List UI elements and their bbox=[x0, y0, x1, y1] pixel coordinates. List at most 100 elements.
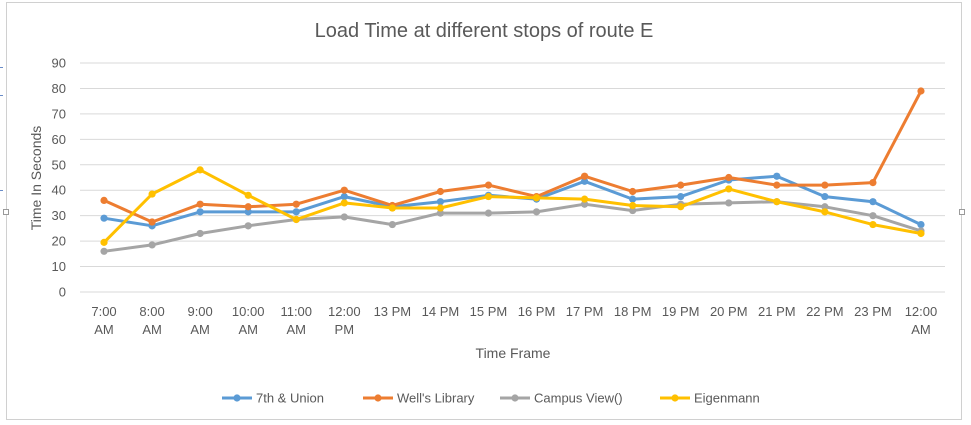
data-point[interactable] bbox=[917, 229, 925, 238]
data-point[interactable] bbox=[292, 200, 300, 208]
legend-item[interactable]: 7th & Union bbox=[222, 391, 324, 406]
data-point[interactable] bbox=[196, 166, 204, 174]
data-point[interactable] bbox=[869, 212, 877, 220]
sheet-edge-mark bbox=[0, 190, 3, 191]
x-tick-label: 13 PM bbox=[374, 304, 412, 319]
data-point[interactable] bbox=[677, 192, 685, 201]
data-point[interactable] bbox=[292, 215, 300, 224]
data-point[interactable] bbox=[244, 191, 252, 199]
data-point[interactable] bbox=[196, 229, 204, 238]
x-tick-label: 7:00 AM bbox=[91, 304, 116, 337]
data-point[interactable] bbox=[532, 194, 541, 202]
data-point[interactable] bbox=[436, 187, 445, 196]
x-tick-label: 23 PM bbox=[854, 304, 892, 319]
x-tick-label: 19 PM bbox=[662, 304, 700, 319]
legend-item[interactable]: Campus View() bbox=[500, 391, 623, 406]
data-point[interactable] bbox=[148, 218, 156, 226]
x-tick-label: 14 PM bbox=[422, 304, 460, 319]
x-axis-title: Time Frame bbox=[476, 345, 551, 361]
series-line bbox=[102, 168, 923, 244]
x-tick-label: 12:00 AM bbox=[905, 304, 938, 337]
data-point[interactable] bbox=[196, 208, 204, 216]
data-point[interactable] bbox=[340, 199, 348, 207]
chart-title: Load Time at different stops of route E bbox=[315, 20, 654, 42]
data-point[interactable] bbox=[484, 192, 493, 201]
data-point[interactable] bbox=[580, 172, 589, 180]
y-tick-label: 50 bbox=[52, 157, 66, 172]
data-point[interactable] bbox=[340, 213, 348, 221]
data-point[interactable] bbox=[100, 196, 108, 204]
y-tick-label: 40 bbox=[52, 183, 66, 198]
data-point[interactable] bbox=[773, 181, 781, 189]
data-point[interactable] bbox=[580, 200, 589, 208]
data-point[interactable] bbox=[629, 206, 637, 215]
data-point[interactable] bbox=[436, 198, 445, 206]
x-tick-label: 10:00 AM bbox=[232, 304, 265, 337]
legend-item[interactable]: Eigenmann bbox=[660, 391, 760, 406]
data-point[interactable] bbox=[580, 177, 589, 185]
data-point[interactable] bbox=[821, 208, 829, 216]
data-point[interactable] bbox=[869, 220, 877, 229]
data-point[interactable] bbox=[580, 195, 589, 203]
y-tick-label: 90 bbox=[52, 56, 66, 71]
legend-item[interactable]: Well's Library bbox=[363, 391, 475, 406]
data-point[interactable] bbox=[677, 181, 685, 189]
data-point[interactable] bbox=[484, 181, 493, 189]
data-point[interactable] bbox=[869, 198, 877, 206]
data-point[interactable] bbox=[821, 203, 829, 211]
data-point[interactable] bbox=[725, 173, 733, 182]
data-point[interactable] bbox=[388, 220, 396, 229]
legend-swatch-marker bbox=[511, 394, 519, 402]
sheet-edge-mark bbox=[0, 67, 3, 68]
data-point[interactable] bbox=[629, 187, 637, 196]
data-point[interactable] bbox=[725, 185, 733, 193]
data-point[interactable] bbox=[436, 209, 445, 217]
data-point[interactable] bbox=[532, 208, 541, 216]
x-tick-label: 18 PM bbox=[614, 304, 652, 319]
data-point[interactable] bbox=[917, 87, 925, 95]
data-point[interactable] bbox=[244, 208, 252, 216]
data-point[interactable] bbox=[821, 192, 829, 201]
data-point[interactable] bbox=[917, 220, 925, 229]
data-point[interactable] bbox=[292, 208, 300, 216]
data-point[interactable] bbox=[821, 181, 829, 189]
data-point[interactable] bbox=[148, 190, 156, 198]
x-tick-label: 15 PM bbox=[470, 304, 508, 319]
data-point[interactable] bbox=[388, 204, 396, 212]
legend-swatch-marker bbox=[233, 394, 241, 402]
data-point[interactable] bbox=[244, 203, 252, 211]
y-tick-label: 70 bbox=[52, 106, 66, 121]
legend-swatch-marker bbox=[671, 394, 679, 402]
series-line bbox=[102, 200, 923, 253]
data-point[interactable] bbox=[869, 178, 877, 187]
legend-label: Campus View() bbox=[534, 391, 623, 406]
data-point[interactable] bbox=[148, 241, 156, 249]
y-tick-label: 20 bbox=[52, 234, 66, 249]
data-point[interactable] bbox=[340, 192, 348, 201]
resize-handle-left[interactable] bbox=[3, 209, 9, 215]
x-tick-label: 21 PM bbox=[758, 304, 796, 319]
data-point[interactable] bbox=[629, 201, 637, 210]
data-point[interactable] bbox=[773, 172, 781, 180]
x-tick-label: 17 PM bbox=[566, 304, 604, 319]
data-point[interactable] bbox=[677, 203, 685, 211]
data-point[interactable] bbox=[436, 204, 445, 212]
data-point[interactable] bbox=[196, 200, 204, 208]
y-tick-label: 60 bbox=[52, 132, 66, 147]
x-tick-label: 11:00 AM bbox=[280, 304, 312, 337]
data-point[interactable] bbox=[725, 199, 733, 207]
data-point[interactable] bbox=[244, 222, 252, 230]
data-point[interactable] bbox=[629, 195, 637, 203]
x-tick-label: 12:00 PM bbox=[328, 304, 361, 337]
data-point[interactable] bbox=[100, 238, 108, 246]
data-point[interactable] bbox=[340, 186, 348, 194]
y-tick-label: 10 bbox=[52, 259, 66, 274]
resize-handle-right[interactable] bbox=[959, 209, 965, 215]
data-point[interactable] bbox=[100, 214, 108, 222]
data-point[interactable] bbox=[773, 198, 781, 206]
data-point[interactable] bbox=[100, 247, 108, 255]
y-tick-label: 80 bbox=[52, 81, 66, 96]
x-tick-label: 22 PM bbox=[806, 304, 844, 319]
data-point[interactable] bbox=[484, 209, 493, 217]
